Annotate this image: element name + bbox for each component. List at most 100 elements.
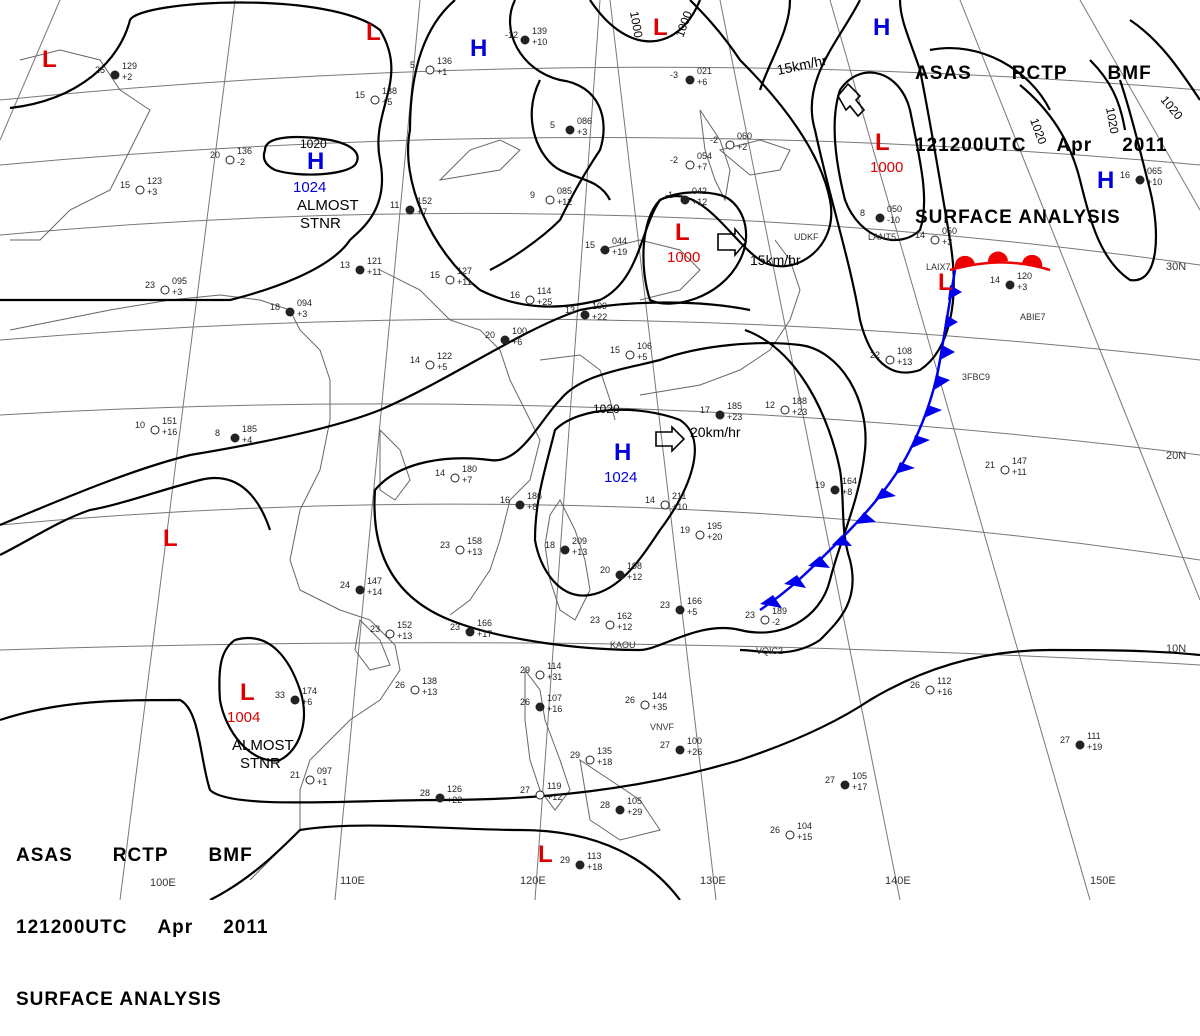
- longitude-label: 130E: [700, 875, 726, 887]
- station-pressure: 050: [942, 226, 957, 236]
- station-symbol: [385, 629, 395, 639]
- station-pressure: 166: [687, 596, 702, 606]
- station-symbol: [715, 410, 725, 420]
- station-tendency: +11: [367, 267, 382, 277]
- ship-id: VNVF: [650, 722, 675, 732]
- low-center-1: L: [675, 219, 690, 246]
- station-tendency: +3: [942, 237, 952, 247]
- station-symbol: [1135, 175, 1145, 185]
- station-symbol: [785, 830, 795, 840]
- longitude-label: 110E: [340, 875, 365, 887]
- station-pressure: 054: [697, 151, 712, 161]
- station-temp: 8: [215, 428, 220, 438]
- station-pressure: 152: [397, 620, 412, 630]
- station-pressure: 114: [537, 286, 551, 296]
- station-symbol: [685, 75, 695, 85]
- station-tendency: +19: [1087, 742, 1102, 752]
- ship-id: LAIX7: [926, 262, 951, 272]
- station-temp: 26: [770, 825, 780, 835]
- station-symbol: [615, 805, 625, 815]
- station-tendency: +13: [397, 631, 412, 641]
- station-symbol: [535, 702, 545, 712]
- station-pressure: 211: [672, 491, 686, 501]
- station-temp: 23: [145, 280, 155, 290]
- station-pressure: 104: [797, 821, 812, 831]
- note-almost-stnr-2: ALMOST STNR: [232, 737, 294, 772]
- station-pressure: 114: [547, 661, 561, 671]
- movement-label-2: 15km/hr: [750, 252, 801, 268]
- header-line-2: 121200UTC Apr 2011: [915, 134, 1167, 158]
- station-symbol: [725, 140, 735, 150]
- station-pressure: 111: [1087, 731, 1101, 741]
- station-temp: 23: [450, 622, 460, 632]
- station-pressure: 195: [707, 521, 722, 531]
- station-tendency: +23: [727, 412, 742, 422]
- map-canvas: H H H H H L L L L L L L L L 1024 1024 10…: [0, 0, 1200, 901]
- ship-ids: UDKF LANT5 LAIX7 ABIE7 3FBC9 VQIC2 VNVF …: [610, 232, 1046, 732]
- header-time: 121200UTC: [16, 917, 128, 938]
- station-temp: 23: [440, 540, 450, 550]
- station-temp: 14: [435, 468, 445, 478]
- station-temp: 28: [420, 788, 430, 798]
- station-temp: 19: [815, 480, 825, 490]
- header-station: RCTP: [112, 845, 169, 866]
- station-temp: 10: [135, 420, 145, 430]
- station-tendency: +3: [172, 287, 182, 297]
- station-pressure: 050: [887, 204, 902, 214]
- latitude-lines: [0, 66, 1200, 666]
- note-line-1: ALMOST: [232, 737, 294, 754]
- weather-map: H H H H H L L L L L L L L L 1024 1024 10…: [0, 0, 1200, 901]
- isobars: [0, 0, 1200, 901]
- station-symbol: [230, 433, 240, 443]
- low-center-2: L: [875, 129, 890, 156]
- station-temp: 14: [645, 495, 655, 505]
- movement-arrows: [655, 82, 866, 453]
- low-center-3: L: [240, 679, 255, 706]
- note-line-2: STNR: [300, 215, 341, 232]
- station-pressure: 122: [437, 351, 452, 361]
- station-temp: 15: [585, 240, 595, 250]
- station-tendency: +7: [462, 475, 472, 485]
- station-pressure: 147: [1012, 456, 1027, 466]
- station-pressure: 127: [457, 266, 472, 276]
- station-temp: 23: [745, 610, 755, 620]
- station-pressure: 138: [422, 676, 437, 686]
- station-symbol: [110, 70, 120, 80]
- station-temp: 33: [275, 690, 285, 700]
- station-tendency: +22: [592, 312, 607, 322]
- station-pressure: 185: [242, 424, 257, 434]
- station-symbol: [780, 405, 790, 415]
- station-symbol: [405, 205, 415, 215]
- station-temp: 15: [610, 345, 620, 355]
- station-temp: 18: [545, 540, 555, 550]
- station-pressure: 121: [367, 256, 382, 266]
- station-temp: 27: [520, 785, 530, 795]
- station-temp: 8: [860, 208, 865, 218]
- station-temp: -12: [505, 30, 518, 40]
- coastlines: [9, 49, 801, 881]
- station-temp: 15: [430, 270, 440, 280]
- station-temp: 21: [985, 460, 995, 470]
- header-line-3: SURFACE ANALYSIS: [16, 989, 222, 1010]
- station-temp: 20: [485, 330, 495, 340]
- station-tendency: +17: [852, 782, 867, 792]
- station-symbol: [680, 195, 690, 205]
- station-temp: 27: [660, 740, 670, 750]
- station-temp: 19: [680, 525, 690, 535]
- station-symbol: [565, 125, 575, 135]
- station-symbol: [545, 195, 555, 205]
- station-pressure: 129: [122, 61, 137, 71]
- station-tendency: +10: [1147, 177, 1162, 187]
- longitude-label: 100E: [150, 877, 176, 889]
- center-notes: ALMOST STNR ALMOST STNR: [232, 197, 359, 772]
- low-center-4: L: [42, 46, 57, 73]
- isobar-label: 1000: [627, 10, 645, 39]
- station-symbol: [450, 473, 460, 483]
- station-symbol: [150, 425, 160, 435]
- station-symbol: [605, 620, 615, 630]
- station-pressure: 136: [437, 56, 452, 66]
- station-tendency: +13: [422, 687, 437, 697]
- station-pressure: 174: [302, 686, 317, 696]
- station-symbol: [525, 295, 535, 305]
- station-plots: [110, 35, 1145, 870]
